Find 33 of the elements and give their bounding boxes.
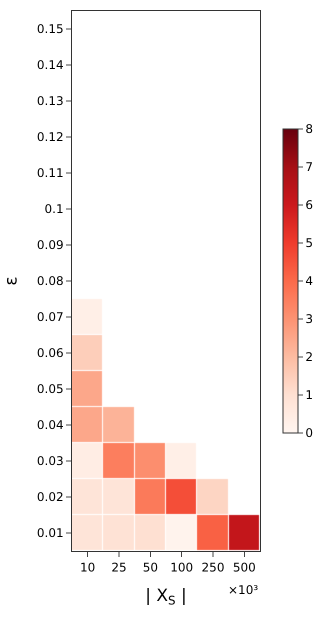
color-bar-label: 7 [305, 160, 314, 174]
color-bar-label: 0 [305, 426, 314, 440]
color-bar-label: 5 [305, 236, 314, 250]
x-tick-label: 10 [80, 560, 96, 574]
x-tick-label: 50 [142, 560, 158, 574]
y-tick-label: 0.11 [36, 166, 64, 180]
y-tick-label: 0.07 [36, 310, 64, 324]
y-tick-label: 0.01 [36, 526, 64, 540]
x-tick-label: 250 [202, 560, 224, 574]
color-bar-label: 1 [305, 388, 314, 402]
y-tick-label: 0.03 [36, 454, 64, 468]
color-bar-label: 8 [305, 122, 314, 136]
text: ×10³ [228, 583, 258, 597]
y-axis-title: ε [1, 276, 22, 286]
y-tick-label: 0.08 [36, 274, 64, 288]
y-tick-label: 0.15 [36, 22, 64, 36]
x-axis-title: | X$_{S}$ | [145, 586, 187, 608]
y-tick-label: 0.02 [36, 490, 64, 504]
color-bar-label: 6 [305, 198, 314, 212]
y-tick-label: 0.06 [36, 346, 64, 360]
y-tick-label: 0.14 [36, 58, 64, 72]
y-tick-label: 0.12 [36, 130, 64, 144]
x-tick-label: 500 [232, 560, 256, 574]
color-bar-label: 4 [305, 274, 314, 288]
color-bar-label: 3 [305, 312, 314, 326]
y-tick-label: 0.1 [44, 202, 64, 216]
y-tick-label: 0.13 [36, 94, 64, 108]
x-tick-label: 25 [111, 560, 127, 574]
y-tick-label: 0.05 [36, 382, 64, 396]
x-tick-label: 100 [170, 560, 194, 574]
y-tick-label: 0.09 [36, 238, 64, 252]
y-tick-label: 0.04 [36, 418, 64, 432]
color-bar-label: 2 [305, 350, 314, 364]
